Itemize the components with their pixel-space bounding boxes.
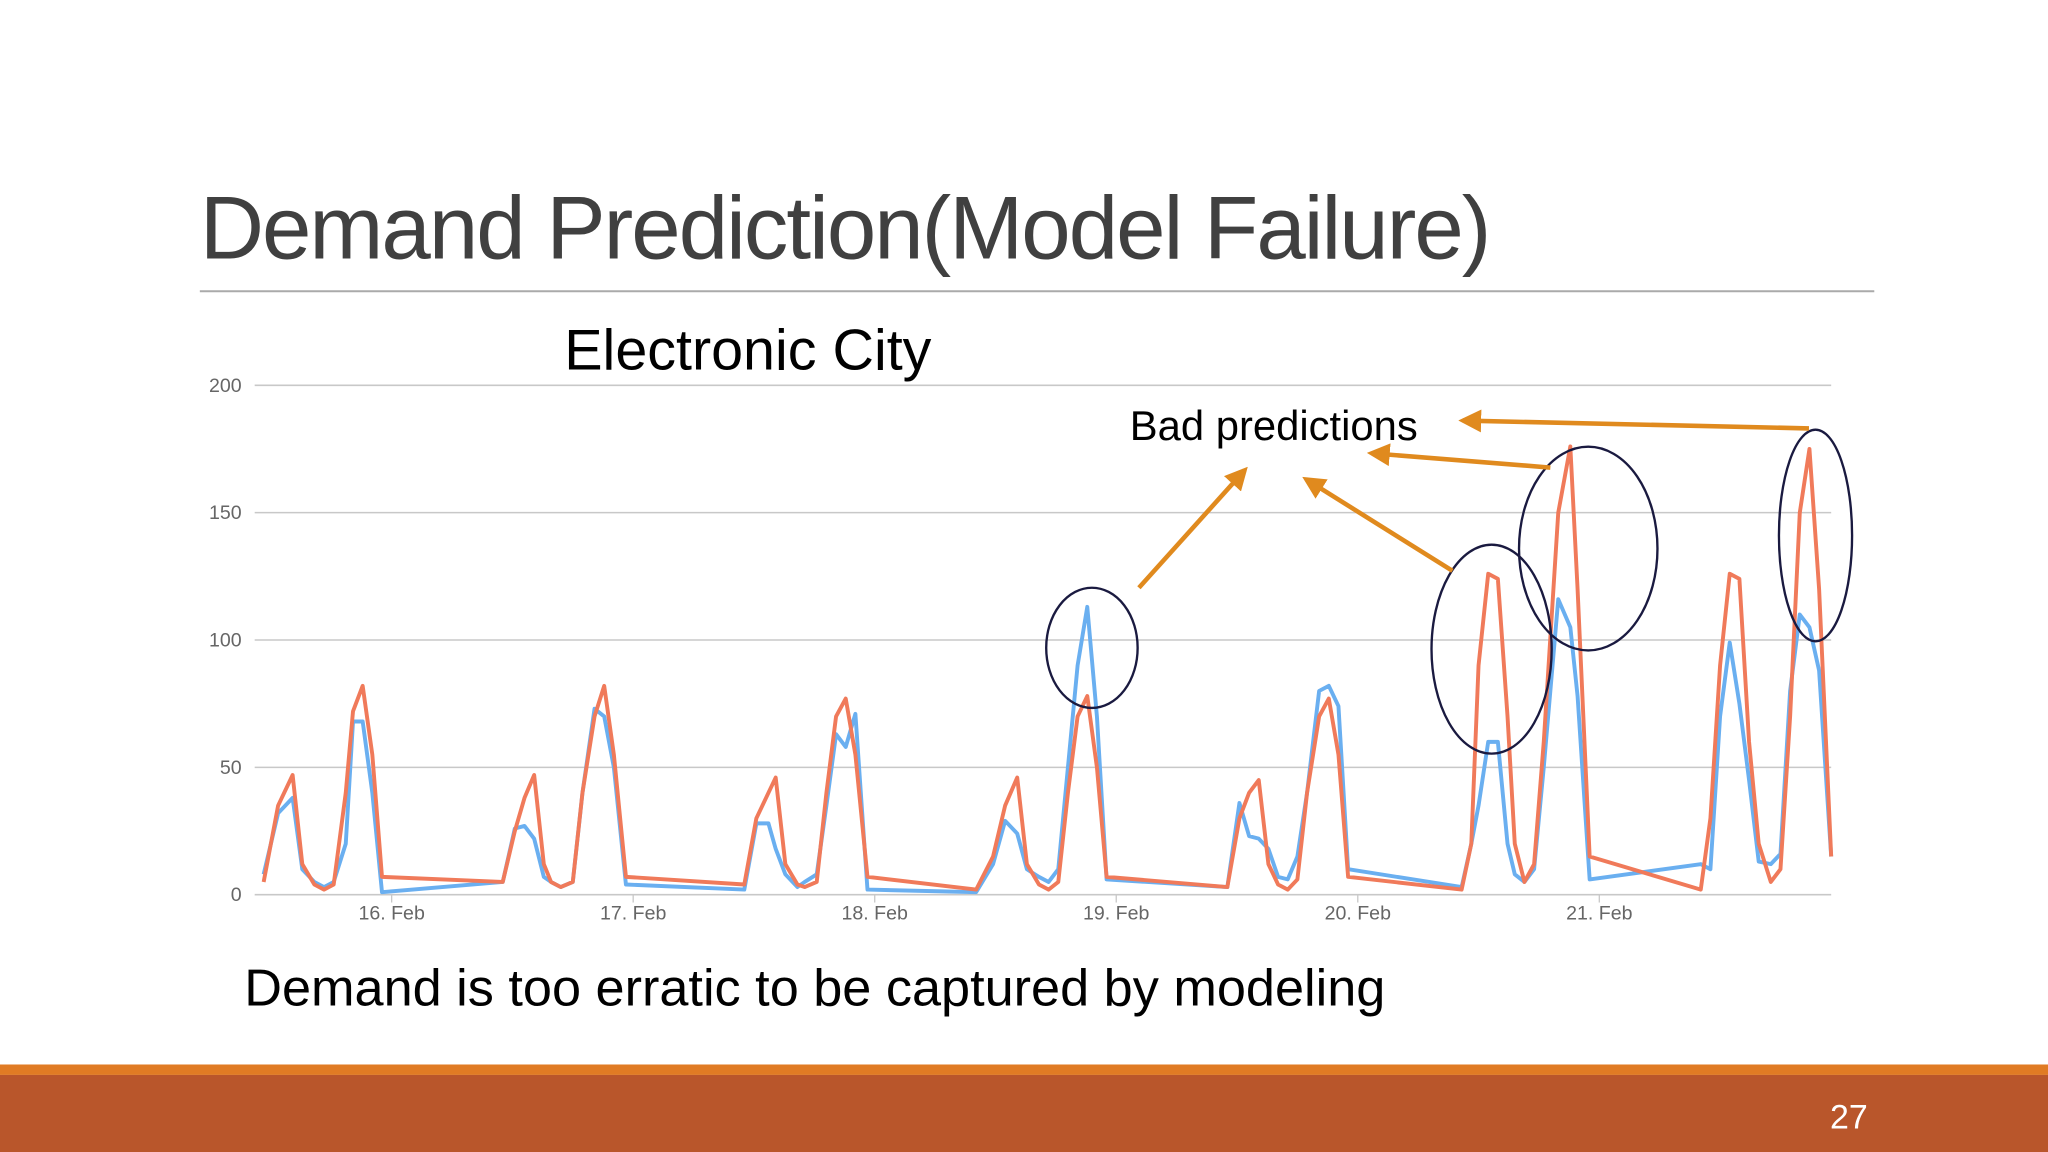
annotation-arrows xyxy=(1137,409,1810,590)
footer-stripe xyxy=(0,1064,2048,1075)
line-series xyxy=(261,444,1834,892)
highlight-ellipse xyxy=(1517,445,1659,652)
y-tick-label: 150 xyxy=(209,502,242,524)
chart-title: Electronic City xyxy=(564,319,931,383)
arrow xyxy=(1302,476,1454,573)
footer-bar xyxy=(0,1074,2048,1152)
x-tick-label: 18. Feb xyxy=(842,903,909,925)
caption: Demand is too erratic to be captured by … xyxy=(244,960,1385,1018)
plot: 0 50 100 150 200 16. Feb 17. Feb 18. Feb 19. Feb… xyxy=(209,375,1834,925)
page-number: 27 xyxy=(1830,1098,1868,1136)
x-tick-label: 16. Feb xyxy=(358,903,425,925)
slide-title: Demand Prediction(Model Failure) xyxy=(200,179,1490,278)
y-tick-label: 0 xyxy=(231,884,242,906)
annotation-marks xyxy=(1045,428,1854,755)
highlight-ellipse xyxy=(1430,543,1553,755)
x-tick-label: 19. Feb xyxy=(1083,903,1150,925)
line-series xyxy=(261,597,1834,895)
highlight-ellipse xyxy=(1777,428,1854,643)
arrow xyxy=(1458,409,1810,433)
y-tick-label: 200 xyxy=(209,375,242,397)
x-tick-label: 17. Feb xyxy=(600,903,667,925)
highlight-ellipse xyxy=(1045,586,1139,710)
arrow xyxy=(1366,443,1551,470)
x-tick-label: 21. Feb xyxy=(1566,903,1633,925)
y-tick-label: 100 xyxy=(209,630,242,652)
y-tick-label: 50 xyxy=(220,757,242,779)
annotation: Bad predictions xyxy=(1130,402,1418,449)
x-tick-label: 20. Feb xyxy=(1325,903,1392,925)
arrow xyxy=(1137,466,1248,590)
